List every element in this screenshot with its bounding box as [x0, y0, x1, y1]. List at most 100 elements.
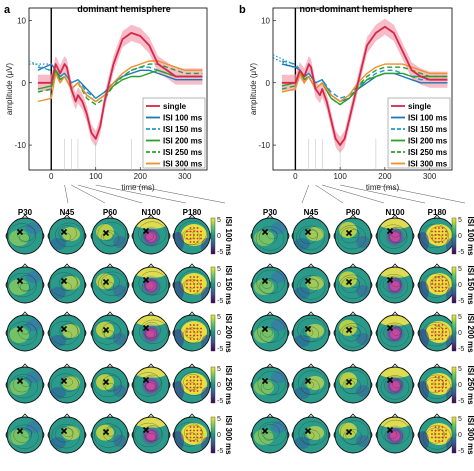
head-outline [48, 366, 86, 404]
colorbar [451, 217, 457, 255]
stimulation-site-marker [60, 325, 68, 333]
baseline-trace [28, 60, 50, 71]
panel-title: non-dominant hemisphere [299, 4, 412, 14]
head-outline [132, 217, 170, 255]
nose-marker [266, 214, 274, 219]
head-outline [91, 366, 129, 404]
topomap [172, 363, 212, 404]
ear-marker [127, 329, 130, 337]
stimulation-site-marker [60, 427, 68, 435]
series-line-isi-300-ms [37, 60, 203, 103]
colorbar-tick: -5 [458, 298, 464, 305]
head-outline [91, 217, 129, 255]
ear-marker [370, 431, 373, 439]
topomap [131, 413, 171, 454]
stimulation-site-marker [345, 378, 353, 386]
legend-box [142, 97, 206, 169]
head-outline [251, 366, 289, 404]
nose-marker [63, 363, 71, 368]
ear-marker [417, 329, 420, 337]
nose-marker [21, 263, 29, 268]
stimulation-site-marker [102, 278, 110, 286]
legend-entry: ISI 250 ms [163, 148, 203, 157]
ear-marker [47, 381, 50, 389]
y-tick-label: 0 [22, 79, 27, 88]
ear-marker [417, 232, 420, 240]
nose-marker [391, 263, 399, 268]
series-line-single [37, 32, 203, 140]
nose-marker [391, 311, 399, 316]
ear-marker [412, 232, 415, 240]
ear-marker [333, 232, 336, 240]
ear-marker [328, 381, 331, 389]
ear-marker [42, 232, 45, 240]
colorbar [451, 416, 457, 454]
head-outline [376, 217, 414, 255]
ear-marker [291, 329, 294, 337]
ear-marker [90, 329, 93, 337]
stimulation-site-marker [102, 428, 110, 436]
stimulation-site-marker [345, 229, 353, 237]
ear-marker [84, 281, 87, 289]
ear-marker [287, 232, 290, 240]
nose-marker [147, 413, 155, 418]
nose-marker [147, 311, 155, 316]
nose-marker [106, 413, 114, 418]
nose-marker [21, 363, 29, 368]
ear-marker [131, 329, 134, 337]
ear-marker [172, 381, 175, 389]
isi-row-label: ISI 250 ms [466, 365, 474, 405]
stimulation-site-marker [261, 427, 269, 435]
y-tick-label: -10 [14, 141, 26, 150]
colorbar-tick: 0 [217, 282, 221, 289]
head-outline [376, 416, 414, 454]
colorbar-tick: 5 [458, 366, 462, 373]
head-outline [334, 266, 372, 304]
ear-marker [5, 431, 8, 439]
head-outline [173, 217, 211, 255]
ear-marker [127, 431, 130, 439]
latency-connector [301, 184, 310, 204]
ear-marker [417, 281, 420, 289]
stimulation-site-marker [304, 377, 312, 385]
head-outline [132, 266, 170, 304]
isi-row-label: ISI 150 ms [466, 265, 474, 305]
y-tick-label: 0 [266, 79, 271, 88]
colorbar [451, 314, 457, 352]
colorbar [451, 366, 457, 404]
topomap [291, 363, 331, 404]
topomap [90, 214, 130, 255]
stimulation-site-marker [142, 227, 150, 235]
stimulation-site-marker [345, 428, 353, 436]
topomap [90, 311, 130, 352]
nose-marker [106, 214, 114, 219]
ear-marker [84, 329, 87, 337]
legend-entry: ISI 250 ms [408, 148, 448, 157]
isi-row-label: ISI 150 ms [224, 265, 233, 305]
stimulation-site-marker [304, 325, 312, 333]
stimulation-site-marker [304, 228, 312, 236]
topomap [250, 311, 290, 352]
legend: single ISI 100 ms ISI 150 ms ISI 200 ms ISI … [387, 97, 451, 169]
latency-connector [64, 184, 69, 204]
topomap [172, 263, 212, 304]
panel-b: b non-dominant hemisphere [239, 4, 413, 16]
topomap [333, 363, 373, 404]
nose-marker [188, 363, 196, 368]
ear-marker [42, 329, 45, 337]
legend-entry: single [163, 102, 187, 111]
ear-marker [168, 281, 171, 289]
head-outline [292, 314, 330, 352]
head-outline [173, 314, 211, 352]
ear-marker [287, 431, 290, 439]
stimulation-site-marker [261, 325, 269, 333]
ear-marker [131, 431, 134, 439]
ear-marker [417, 431, 420, 439]
topomap [172, 413, 212, 454]
head-outline [91, 266, 129, 304]
panel-a: a dominant hemisphere [4, 4, 171, 16]
colorbar [210, 416, 216, 454]
ear-marker [90, 431, 93, 439]
